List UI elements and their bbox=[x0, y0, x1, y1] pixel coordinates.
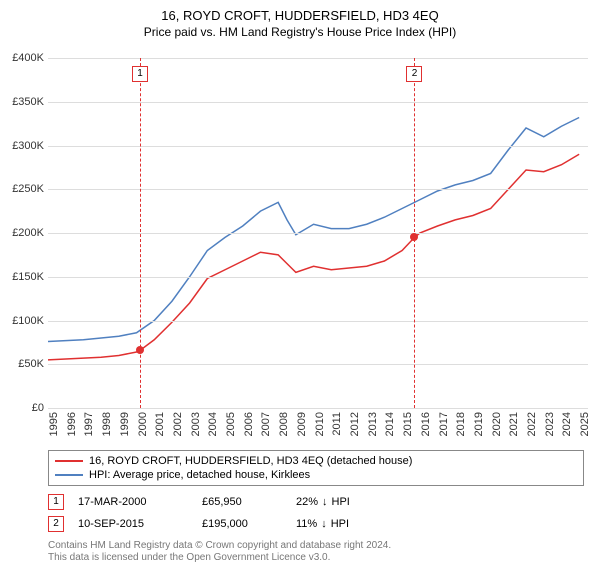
y-gridline bbox=[48, 146, 588, 147]
x-tick-label: 2002 bbox=[172, 412, 184, 436]
x-tick-label: 2025 bbox=[579, 412, 591, 436]
sale-number-box: 1 bbox=[48, 494, 64, 510]
chart-subtitle: Price paid vs. HM Land Registry's House … bbox=[0, 25, 600, 39]
sale-hpi-label: HPI bbox=[331, 518, 349, 530]
chart-container: 16, ROYD CROFT, HUDDERSFIELD, HD3 4EQ Pr… bbox=[0, 8, 600, 568]
y-tick-label: £0 bbox=[0, 402, 44, 414]
y-tick-label: £100K bbox=[0, 315, 44, 327]
x-tick-label: 2009 bbox=[296, 412, 308, 436]
x-tick-label: 1997 bbox=[83, 412, 95, 436]
legend-item: HPI: Average price, detached house, Kirk… bbox=[55, 468, 577, 482]
x-tick-label: 2004 bbox=[207, 412, 219, 436]
x-tick-label: 2022 bbox=[526, 412, 538, 436]
legend-label: 16, ROYD CROFT, HUDDERSFIELD, HD3 4EQ (d… bbox=[89, 455, 412, 467]
x-tick-label: 2003 bbox=[190, 412, 202, 436]
sale-row: 2 10-SEP-2015 £195,000 11% ↓ HPI bbox=[48, 516, 584, 532]
attribution-line1: Contains HM Land Registry data © Crown c… bbox=[48, 540, 391, 552]
x-tick-label: 2017 bbox=[438, 412, 450, 436]
legend-swatch bbox=[55, 460, 83, 462]
y-tick-label: £50K bbox=[0, 358, 44, 370]
y-gridline bbox=[48, 277, 588, 278]
sale-hpi-pct: 11% bbox=[296, 518, 317, 530]
y-gridline bbox=[48, 102, 588, 103]
x-tick-label: 2007 bbox=[260, 412, 272, 436]
x-tick-label: 2021 bbox=[508, 412, 520, 436]
sale-marker-label: 1 bbox=[132, 66, 148, 82]
sale-date: 10-SEP-2015 bbox=[78, 518, 188, 530]
y-tick-label: £200K bbox=[0, 227, 44, 239]
x-tick-label: 2014 bbox=[384, 412, 396, 436]
x-tick-label: 2006 bbox=[243, 412, 255, 436]
plot-region: £0£50K£100K£150K£200K£250K£300K£350K£400… bbox=[48, 58, 588, 409]
sale-marker-label: 2 bbox=[406, 66, 422, 82]
x-tick-label: 2012 bbox=[349, 412, 361, 436]
x-tick-label: 2020 bbox=[491, 412, 503, 436]
chart-title: 16, ROYD CROFT, HUDDERSFIELD, HD3 4EQ bbox=[0, 8, 600, 23]
sale-hpi-delta: 11% ↓ HPI bbox=[296, 518, 349, 530]
sale-price: £195,000 bbox=[202, 518, 282, 530]
x-tick-label: 1999 bbox=[119, 412, 131, 436]
x-tick-label: 2018 bbox=[455, 412, 467, 436]
legend-label: HPI: Average price, detached house, Kirk… bbox=[89, 469, 310, 481]
x-tick-label: 2010 bbox=[314, 412, 326, 436]
x-tick-label: 2008 bbox=[278, 412, 290, 436]
arrow-down-icon: ↓ bbox=[322, 496, 328, 508]
y-tick-label: £250K bbox=[0, 183, 44, 195]
sale-hpi-pct: 22% bbox=[296, 496, 318, 508]
legend-box: 16, ROYD CROFT, HUDDERSFIELD, HD3 4EQ (d… bbox=[48, 450, 584, 486]
sale-hpi-label: HPI bbox=[332, 496, 350, 508]
y-tick-label: £150K bbox=[0, 271, 44, 283]
x-tick-label: 2023 bbox=[544, 412, 556, 436]
x-tick-label: 2000 bbox=[137, 412, 149, 436]
y-tick-label: £300K bbox=[0, 140, 44, 152]
y-gridline bbox=[48, 364, 588, 365]
legend-swatch bbox=[55, 474, 83, 476]
sale-row: 1 17-MAR-2000 £65,950 22% ↓ HPI bbox=[48, 494, 584, 510]
sale-marker-dot bbox=[136, 346, 144, 354]
y-tick-label: £350K bbox=[0, 96, 44, 108]
x-tick-label: 2015 bbox=[402, 412, 414, 436]
y-gridline bbox=[48, 408, 588, 409]
arrow-down-icon: ↓ bbox=[321, 518, 327, 530]
x-tick-label: 2024 bbox=[561, 412, 573, 436]
x-tick-label: 2013 bbox=[367, 412, 379, 436]
y-gridline bbox=[48, 58, 588, 59]
x-tick-label: 2001 bbox=[154, 412, 166, 436]
series-line-hpi bbox=[48, 118, 579, 342]
x-tick-label: 1998 bbox=[101, 412, 113, 436]
x-tick-label: 2011 bbox=[331, 412, 343, 436]
sale-hpi-delta: 22% ↓ HPI bbox=[296, 496, 350, 508]
x-tick-label: 2005 bbox=[225, 412, 237, 436]
chart-area: £0£50K£100K£150K£200K£250K£300K£350K£400… bbox=[48, 58, 588, 408]
y-gridline bbox=[48, 189, 588, 190]
x-tick-label: 2019 bbox=[473, 412, 485, 436]
attribution-line2: This data is licensed under the Open Gov… bbox=[48, 552, 391, 564]
y-tick-label: £400K bbox=[0, 52, 44, 64]
series-line-property bbox=[48, 154, 579, 360]
sale-date: 17-MAR-2000 bbox=[78, 496, 188, 508]
sale-marker-dot bbox=[410, 233, 418, 241]
sale-number-box: 2 bbox=[48, 516, 64, 532]
attribution: Contains HM Land Registry data © Crown c… bbox=[48, 540, 391, 564]
sale-price: £65,950 bbox=[202, 496, 282, 508]
sale-marker-line bbox=[140, 58, 141, 408]
legend-item: 16, ROYD CROFT, HUDDERSFIELD, HD3 4EQ (d… bbox=[55, 454, 577, 468]
y-gridline bbox=[48, 233, 588, 234]
y-gridline bbox=[48, 321, 588, 322]
x-tick-label: 1996 bbox=[66, 412, 78, 436]
x-tick-label: 2016 bbox=[420, 412, 432, 436]
x-tick-label: 1995 bbox=[48, 412, 60, 436]
